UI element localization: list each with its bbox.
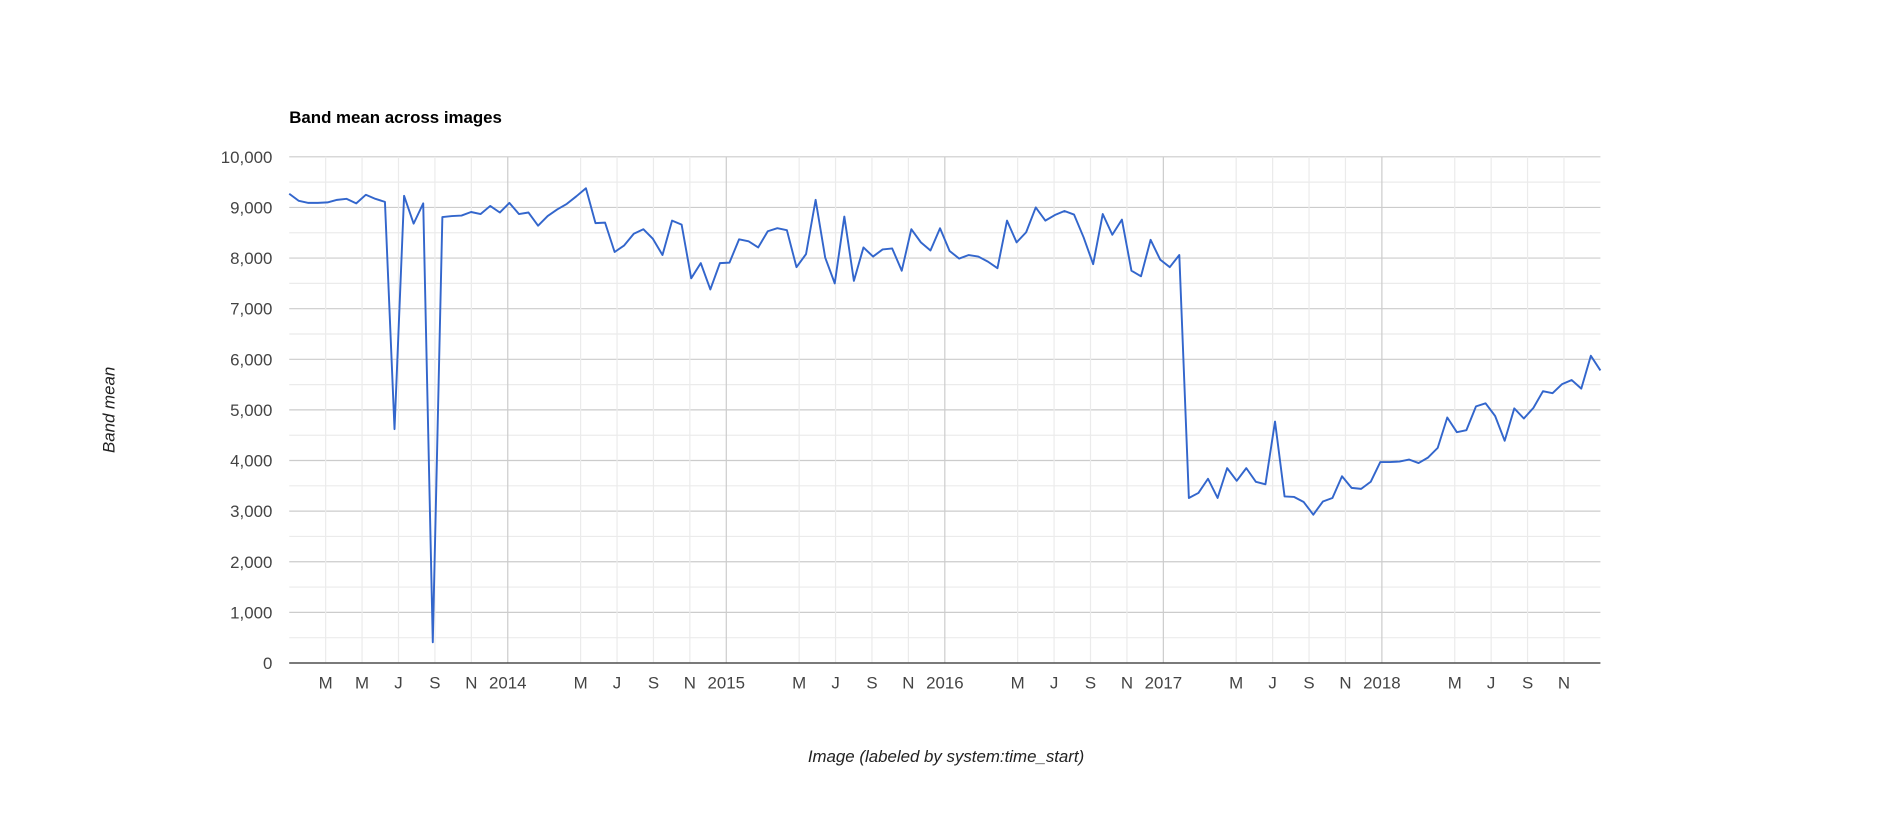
grid: 0 1,000 2,000 3,000 4,000 5,000 6,000 7,000 8,00…: [221, 148, 1601, 692]
y-tick-label: 5,000: [230, 401, 272, 420]
y-tick-label: 1,000: [230, 603, 272, 622]
x-axis-title: Image (labeled by system:time_start): [808, 747, 1084, 766]
x-tick-label: M: [355, 673, 369, 692]
y-tick-label: 10,000: [221, 148, 273, 167]
x-tick-label: N: [1339, 673, 1351, 692]
x-tick-label: N: [1121, 673, 1133, 692]
plot: [288, 187, 1602, 644]
x-tick-label: J: [394, 673, 402, 692]
x-tick-label: M: [1011, 673, 1025, 692]
x-tick-label: N: [465, 673, 477, 692]
x-tick-label: 2014: [489, 673, 527, 692]
x-tick-label: J: [1268, 673, 1276, 692]
y-tick-label: 9,000: [230, 198, 272, 217]
x-tick-label: S: [1085, 673, 1096, 692]
x-tick-label: S: [429, 673, 440, 692]
x-tick-label: M: [792, 673, 806, 692]
y-tick-label: 0: [263, 654, 272, 673]
x-tick-label: N: [684, 673, 696, 692]
x-tick-label: M: [319, 673, 333, 692]
x-tick-label: 2018: [1363, 673, 1401, 692]
y-tick-label: 6,000: [230, 350, 272, 369]
y-tick-label: 2,000: [230, 553, 272, 572]
x-tick-label: J: [831, 673, 839, 692]
x-tick-label: 2016: [926, 673, 964, 692]
y-axis-title: Band mean: [99, 367, 118, 453]
y-tick-label: 7,000: [230, 300, 272, 319]
chart-title: Band mean across images: [289, 108, 502, 127]
x-tick-label: 2017: [1145, 673, 1183, 692]
x-tick-label: M: [574, 673, 588, 692]
x-tick-label: J: [1050, 673, 1058, 692]
x-tick-label: J: [613, 673, 621, 692]
x-tick-label: S: [648, 673, 659, 692]
x-tick-label: S: [1522, 673, 1533, 692]
y-tick-label: 4,000: [230, 452, 272, 471]
x-tick-label: M: [1229, 673, 1243, 692]
x-tick-label: S: [866, 673, 877, 692]
x-tick-label: 2015: [708, 673, 746, 692]
x-tick-label: N: [902, 673, 914, 692]
x-tick-label: M: [1448, 673, 1462, 692]
y-tick-label: 8,000: [230, 249, 272, 268]
x-tick-label: S: [1303, 673, 1314, 692]
x-tick-label: J: [1487, 673, 1495, 692]
y-tick-label: 3,000: [230, 502, 272, 521]
data-line: [288, 187, 1602, 644]
x-tick-label: N: [1558, 673, 1570, 692]
